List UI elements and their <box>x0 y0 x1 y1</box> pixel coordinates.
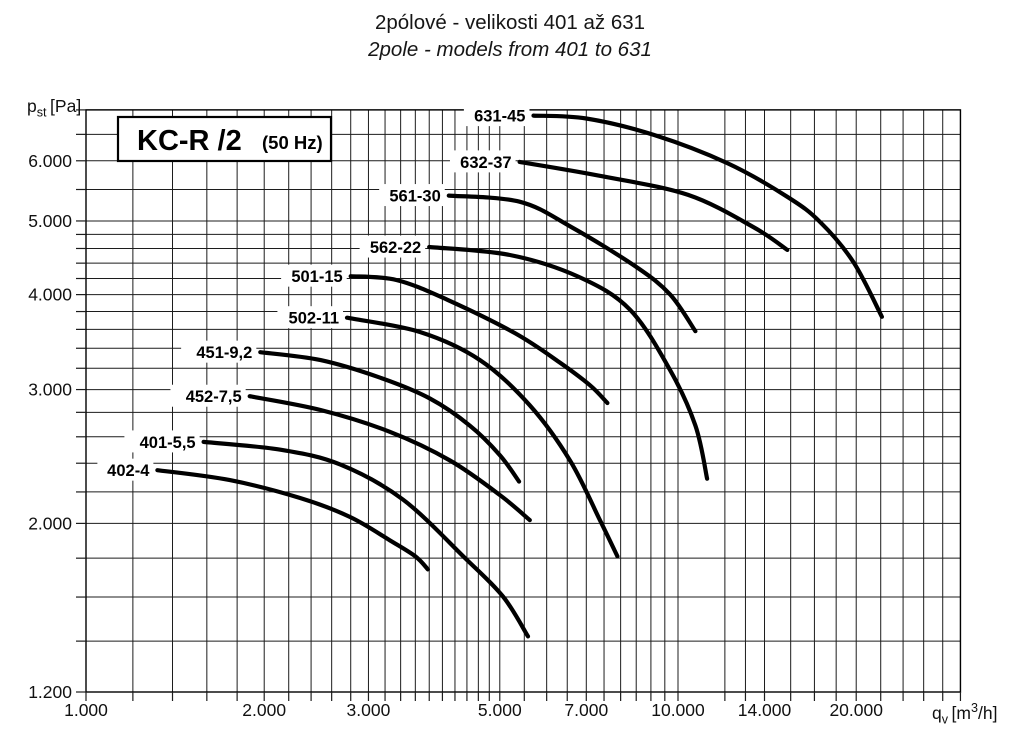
curve-561-30 <box>446 193 698 334</box>
curve-label-631-45: 631-45 <box>474 108 525 126</box>
curve-label-501-15: 501-15 <box>291 268 342 286</box>
curve-label-452-7,5: 452-7,5 <box>186 388 242 406</box>
curve-label-bg <box>124 430 200 453</box>
curve-632-37 <box>517 159 790 252</box>
y-tick-label: 3.000 <box>28 380 72 400</box>
axis-ticks <box>76 109 962 701</box>
y-axis-unit-label: pst [Pa] <box>27 96 82 120</box>
y-tick-label: 4.000 <box>28 285 72 305</box>
curve-label-401-5,5: 401-5,5 <box>140 434 196 452</box>
x-tick-label: 2.000 <box>242 700 286 720</box>
curve-label-bg <box>379 184 445 207</box>
x-tick-label: 10.000 <box>651 700 705 720</box>
x-tick-label: 5.000 <box>478 700 522 720</box>
curve-label-bg <box>277 306 344 329</box>
model-box: KC-R /2 (50 Hz) <box>116 115 333 163</box>
x-tick-label: 20.000 <box>829 700 883 720</box>
curve-label-bg <box>281 264 347 287</box>
curve-label-502-11: 502-11 <box>289 310 339 328</box>
x-tick-label: 1.000 <box>64 700 108 720</box>
x-tick-label: 7.000 <box>564 700 608 720</box>
y-tick-label: 1.200 <box>28 682 72 702</box>
chart-title-czech: 2pólové - velikosti 401 až 631 <box>375 11 645 34</box>
y-tick-label: 5.000 <box>28 211 72 231</box>
curve-label-402-4: 402-4 <box>107 462 150 480</box>
curve-502-11 <box>344 315 620 559</box>
curve-label-bg <box>359 235 426 258</box>
curve-labels: 631-45 632-37 561-30 562-22 501-15 502-11 451-… <box>97 104 530 481</box>
model-box-frequency: (50 Hz) <box>262 132 323 153</box>
curve-401-5,5 <box>201 439 531 639</box>
curve-label-451-9,2: 451-9,2 <box>196 344 252 362</box>
fan-curves <box>155 113 884 639</box>
curve-label-bg <box>449 150 516 173</box>
grid-lines <box>85 109 962 693</box>
curve-label-bg <box>463 104 530 127</box>
y-tick-label: 2.000 <box>28 513 72 533</box>
x-tick-label: 3.000 <box>347 700 391 720</box>
y-tick-label: 6.000 <box>28 151 72 171</box>
curve-402-4 <box>155 468 430 572</box>
curve-501-15 <box>348 274 610 406</box>
chart-title-english: 2pole - models from 401 to 631 <box>367 38 652 61</box>
curve-label-561-30: 561-30 <box>389 188 440 206</box>
curve-label-632-37: 632-37 <box>460 154 511 172</box>
curve-label-bg <box>170 384 246 407</box>
axis-tick-labels: 1.000 2.000 3.000 5.000 7.000 10.000 14.000 20.… <box>28 151 883 720</box>
x-tick-label: 14.000 <box>738 700 792 720</box>
curve-631-45 <box>531 113 884 319</box>
curve-451-9,2 <box>258 350 522 484</box>
model-box-title: KC-R /2 <box>137 125 242 157</box>
curve-label-562-22: 562-22 <box>370 239 421 257</box>
x-axis-unit-label: qv [m3/h] <box>932 701 998 727</box>
curve-452-7,5 <box>247 394 532 523</box>
curve-label-bg <box>181 340 257 363</box>
curve-label-bg <box>97 458 154 481</box>
curve-562-22 <box>427 244 710 481</box>
